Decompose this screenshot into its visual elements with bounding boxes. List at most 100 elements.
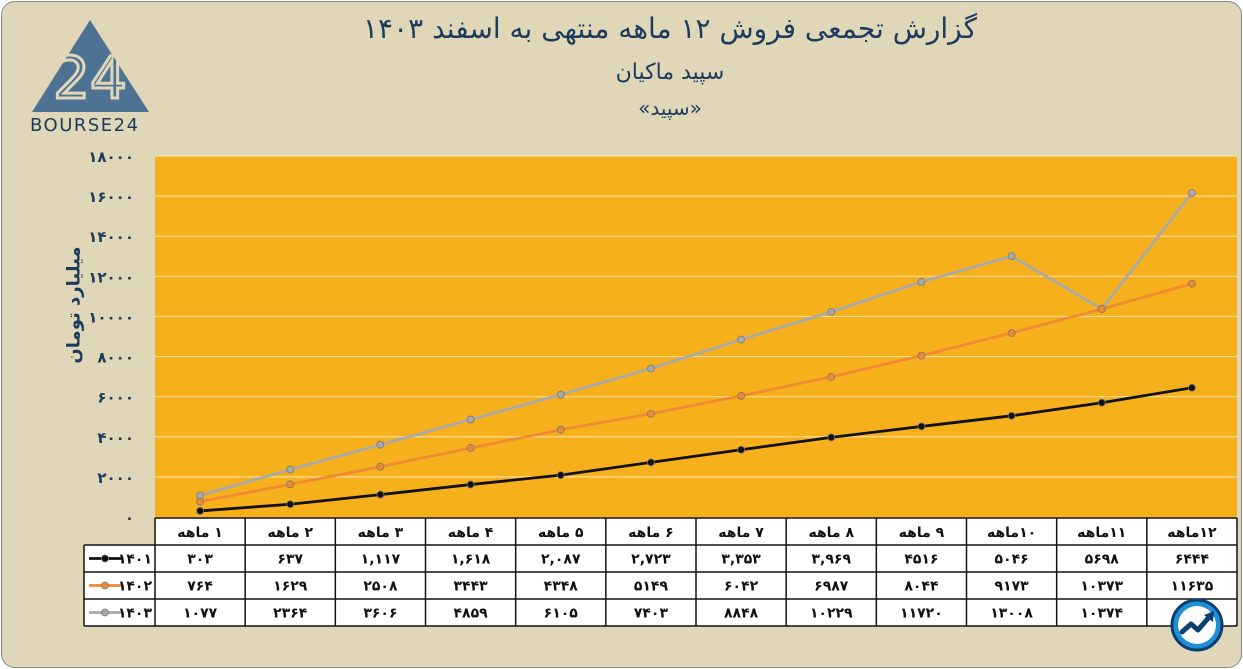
y-tick-label: ۸۰۰۰ xyxy=(97,349,134,367)
data-label: ۶۳۷ xyxy=(277,552,303,568)
data-label: ۳۶۰۶ xyxy=(363,606,397,622)
x-category-label: ۱۱ماهه xyxy=(1077,525,1126,541)
x-category-label: ۷ ماهه xyxy=(718,525,764,541)
data-label: ۳۴۴۳ xyxy=(453,579,488,595)
series-line-1 xyxy=(199,282,1193,504)
data-label: ۵۰۴۶ xyxy=(994,552,1028,568)
data-label: ۱,۶۱۸ xyxy=(451,552,491,568)
data-label: ۹۱۷۳ xyxy=(994,579,1029,595)
data-point-2-7 xyxy=(827,307,836,316)
x-category-label: ۴ ماهه xyxy=(448,525,494,541)
legend-marker-1 xyxy=(101,581,109,590)
data-label: ۵۱۴۹ xyxy=(634,579,669,595)
data-point-2-2 xyxy=(376,440,385,449)
legend-series-name: ۱۴۰۱ xyxy=(118,552,152,568)
y-tick-label: ۱۲۰۰۰ xyxy=(88,268,134,286)
data-label: ۶۰۴۲ xyxy=(724,579,759,595)
x-category-label: ۹ ماهه xyxy=(899,525,945,541)
data-point-1-10 xyxy=(1097,305,1106,313)
ticker-name: «سپید» xyxy=(638,96,702,120)
data-point-1-7 xyxy=(827,372,836,381)
y-tick-label: ۶۰۰۰ xyxy=(97,389,134,407)
data-label: ۱۰۳۷۳ xyxy=(1080,579,1123,595)
data-label: ۲۵۰۸ xyxy=(363,579,398,595)
data-label: ۱۱۶۳۵ xyxy=(1171,579,1214,595)
data-label: ۷۶۴ xyxy=(187,579,213,595)
svg-text:24: 24 xyxy=(53,44,127,112)
data-point-0-7 xyxy=(827,433,836,442)
legend-series-name: ۱۴۰۳ xyxy=(118,606,153,622)
y-tick-label: ۰ xyxy=(125,509,134,527)
data-label: ۴۵۱۶ xyxy=(904,552,938,568)
data-label: ۳۰۳ xyxy=(187,552,213,568)
data-label: ۲۳۶۴ xyxy=(273,606,308,622)
data-label: ۱۳۰۰۸ xyxy=(990,606,1033,622)
data-label: ۸۸۴۸ xyxy=(724,606,759,622)
data-point-0-2 xyxy=(376,490,385,499)
data-point-2-1 xyxy=(286,465,295,474)
logo-wordmark: BOURSE24 xyxy=(30,115,140,136)
data-label: ۶۹۸۷ xyxy=(814,579,849,595)
y-tick-label: ۱۸۰۰۰ xyxy=(88,148,134,166)
data-point-0-4 xyxy=(556,471,565,480)
data-point-0-5 xyxy=(647,458,655,467)
data-label: ۸۰۴۴ xyxy=(904,579,939,595)
data-point-2-5 xyxy=(647,364,655,373)
data-point-1-0 xyxy=(196,497,204,506)
data-label: ۲,۰۸۷ xyxy=(541,552,581,568)
data-point-1-5 xyxy=(647,409,655,418)
x-category-label: ۵ ماهه xyxy=(538,525,584,541)
data-point-1-9 xyxy=(1007,329,1016,337)
data-label: ۵۶۹۸ xyxy=(1085,552,1120,568)
data-label: ۴۸۵۹ xyxy=(453,606,488,622)
data-point-2-9 xyxy=(1007,252,1016,261)
series-line-2 xyxy=(199,192,1194,497)
x-category-label: ۱ ماهه xyxy=(177,525,223,541)
data-label: ۳,۳۵۳ xyxy=(721,552,761,568)
y-tick-label: ۴۰۰۰ xyxy=(97,429,134,447)
data-label: ۳,۹۶۹ xyxy=(812,552,852,568)
data-point-1-2 xyxy=(376,462,385,471)
y-tick-label: ۱۰۰۰۰ xyxy=(88,308,134,326)
bourse24-logo: 24 xyxy=(28,20,153,140)
data-label: ۱۱۷۲۰ xyxy=(900,606,943,622)
data-point-0-6 xyxy=(737,445,745,454)
data-point-0-0 xyxy=(196,507,204,515)
series-line-0 xyxy=(199,386,1193,513)
data-point-2-4 xyxy=(556,390,565,399)
data-point-0-8 xyxy=(917,422,926,431)
data-point-2-3 xyxy=(466,415,475,424)
x-category-label: ۸ ماهه xyxy=(808,525,854,541)
chart-title: گزارش تجمعی فروش ۱۲ ماهه منتهی به اسفند … xyxy=(363,12,977,45)
y-tick-label: ۱۴۰۰۰ xyxy=(88,228,134,246)
data-point-0-1 xyxy=(286,500,295,509)
legend-marker-0 xyxy=(101,554,109,563)
x-category-label: ۱۰ماهه xyxy=(987,525,1036,541)
data-point-0-11 xyxy=(1188,383,1196,392)
data-point-1-11 xyxy=(1188,279,1196,288)
data-label: ۷۴۰۳ xyxy=(634,606,669,622)
x-category-label: ۱۲ماهه xyxy=(1167,525,1217,541)
data-label: ۱۰۲۲۹ xyxy=(810,606,853,622)
data-label: ۶۱۰۵ xyxy=(544,606,579,622)
legend-marker-2 xyxy=(101,608,109,617)
data-label: ۲,۷۲۳ xyxy=(631,552,671,568)
data-point-0-9 xyxy=(1007,411,1016,420)
data-label: ۱۰۳۷۴ xyxy=(1080,606,1123,622)
data-point-2-8 xyxy=(917,278,926,286)
data-point-0-3 xyxy=(466,480,475,489)
data-point-1-6 xyxy=(737,391,745,400)
data-label: ۶۴۴۴ xyxy=(1175,552,1210,568)
y-tick-label: ۲۰۰۰ xyxy=(97,469,134,487)
data-label: ۱۶۲۹ xyxy=(273,579,308,595)
data-point-1-3 xyxy=(466,444,475,452)
legend-series-name: ۱۴۰۲ xyxy=(118,579,153,595)
trend-arrow-icon xyxy=(1170,598,1224,652)
company-name: سپید ماکیان xyxy=(615,60,725,85)
x-category-label: ۲ ماهه xyxy=(267,525,313,541)
data-label: ۴۳۴۸ xyxy=(544,579,579,595)
x-category-label: ۶ ماهه xyxy=(628,525,674,541)
x-category-label: ۳ ماهه xyxy=(358,525,404,541)
data-point-1-1 xyxy=(286,480,295,489)
data-point-0-10 xyxy=(1097,398,1106,407)
